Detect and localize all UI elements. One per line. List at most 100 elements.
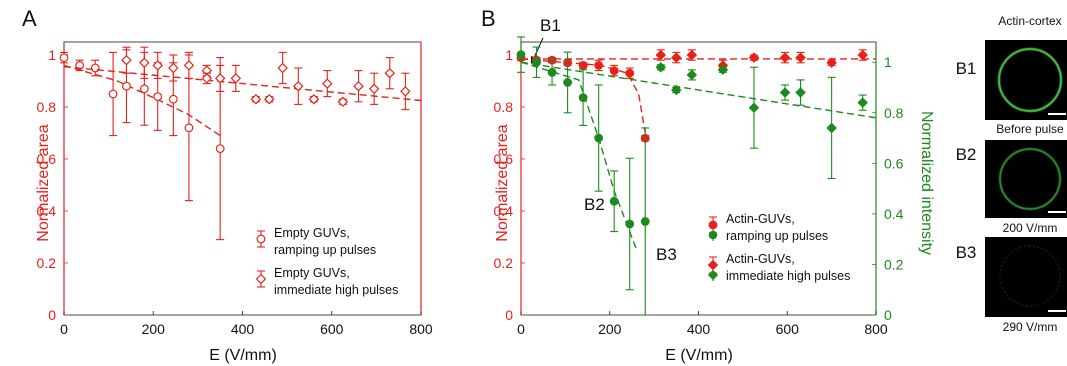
data-point <box>121 54 132 66</box>
data-point <box>277 62 288 74</box>
y-tick-label: 0 <box>48 307 56 323</box>
legend-label: Empty GUVs, <box>274 266 350 280</box>
data-point <box>122 81 131 91</box>
data-point <box>826 57 837 69</box>
data-point <box>59 53 69 62</box>
y-tick-label: 0.6 <box>37 151 57 167</box>
micrograph-caption-b3: 290 V/mm <box>1003 320 1058 334</box>
data-point <box>201 73 213 84</box>
data-point <box>264 93 275 105</box>
data-point <box>779 52 791 63</box>
data-point <box>353 80 364 92</box>
legend-marker <box>256 234 266 244</box>
data-point <box>250 93 262 105</box>
x-tick-label: 600 <box>320 321 344 337</box>
data-point <box>516 50 526 60</box>
data-point <box>547 67 557 77</box>
legend-marker <box>255 273 267 285</box>
micrograph-b3 <box>985 237 1067 317</box>
micrograph-label-b2: B2 <box>956 145 977 164</box>
y2-tick-label: 1 <box>884 54 892 70</box>
legend-label: Actin-GUVs, <box>726 252 795 266</box>
data-point <box>215 144 225 154</box>
data-point <box>795 87 806 98</box>
data-point <box>563 78 572 87</box>
y-tick-label: 0.8 <box>494 99 514 115</box>
trend-line <box>520 61 877 119</box>
y-tick-label: 0.6 <box>494 151 514 167</box>
data-point <box>139 57 150 69</box>
y2-tick-label: 0 <box>884 307 892 323</box>
data-point <box>168 94 178 104</box>
legend-entry: Empty GUVs, immediate high pulses <box>255 266 398 297</box>
legend-entry: Actin-GUVs, immediate high pulses <box>707 252 850 283</box>
data-point <box>368 83 380 95</box>
y-tick-label: 0.2 <box>37 255 57 271</box>
legend-label: ramping up pulses <box>274 243 376 257</box>
annotation-b3: B3 <box>656 245 677 264</box>
x-tick-label: 800 <box>864 321 888 337</box>
panel-a-x-axis-label: E (V/mm) <box>209 347 277 364</box>
data-point <box>655 49 667 61</box>
data-point <box>184 123 194 133</box>
data-point <box>671 52 682 63</box>
micrograph-label-b3: B3 <box>956 243 977 262</box>
data-point <box>609 196 619 206</box>
x-tick-label: 800 <box>409 321 433 337</box>
y-tick-label: 0.2 <box>494 255 514 271</box>
data-point <box>826 122 837 134</box>
panel-a-plot: 0 200 400 600 800 0 0.2 0.4 0.6 0.8 1 Empty GUVs, ra… <box>37 41 433 337</box>
series-2 <box>516 36 650 316</box>
micrograph-header: Actin-cortex <box>998 14 1061 28</box>
micrograph-b1 <box>985 40 1067 120</box>
data-point <box>857 49 868 61</box>
micrograph-b2 <box>985 140 1067 218</box>
legend-label: ramping up pulses <box>726 229 828 243</box>
trend-line <box>63 66 422 102</box>
data-point <box>322 78 333 89</box>
data-point <box>578 93 588 103</box>
y2-tick-label: 0.2 <box>884 256 904 272</box>
data-point <box>748 102 760 113</box>
legend-label: immediate high pulses <box>726 269 850 283</box>
micrograph-caption-b2: 200 V/mm <box>1003 221 1058 235</box>
x-tick-label: 0 <box>60 321 68 337</box>
data-point <box>384 67 396 79</box>
micrograph-caption-b1: Before pulse <box>996 122 1064 136</box>
y-tick-label: 1 <box>48 47 56 63</box>
x-tick-label: 0 <box>517 321 525 337</box>
data-point <box>214 73 226 84</box>
panel-b-y-axis-label: Normalized area <box>494 124 511 241</box>
y-tick-label: 0 <box>505 307 513 323</box>
data-point <box>625 68 635 78</box>
panel-a-y-axis-label: Normalized area <box>35 124 52 241</box>
x-tick-label: 200 <box>598 321 622 337</box>
data-point <box>686 69 698 81</box>
data-point <box>183 60 195 71</box>
y2-tick-label: 0.6 <box>884 155 904 171</box>
data-point <box>90 63 100 73</box>
x-tick-label: 400 <box>687 321 711 337</box>
data-point <box>779 87 791 98</box>
data-point <box>795 52 806 63</box>
trend-line <box>63 64 221 137</box>
data-point <box>578 61 588 70</box>
legend-label: Empty GUVs, <box>274 226 350 240</box>
data-point <box>609 66 619 75</box>
x-tick-label: 200 <box>142 321 166 337</box>
legend-entry: Empty GUVs, ramping up pulses <box>256 226 376 257</box>
data-point <box>153 92 163 101</box>
data-point <box>594 61 604 70</box>
data-point <box>230 73 242 84</box>
y-tick-label: 0.4 <box>37 203 57 219</box>
trend-line <box>520 61 638 250</box>
data-point <box>168 62 179 74</box>
legend-marker <box>707 259 719 271</box>
panel-b-x-axis-label: E (V/mm) <box>665 347 733 364</box>
data-point <box>108 89 118 99</box>
legend-marker-green <box>708 230 718 240</box>
trend-line <box>520 58 646 134</box>
x-tick-label: 400 <box>231 321 255 337</box>
data-point <box>640 217 650 226</box>
